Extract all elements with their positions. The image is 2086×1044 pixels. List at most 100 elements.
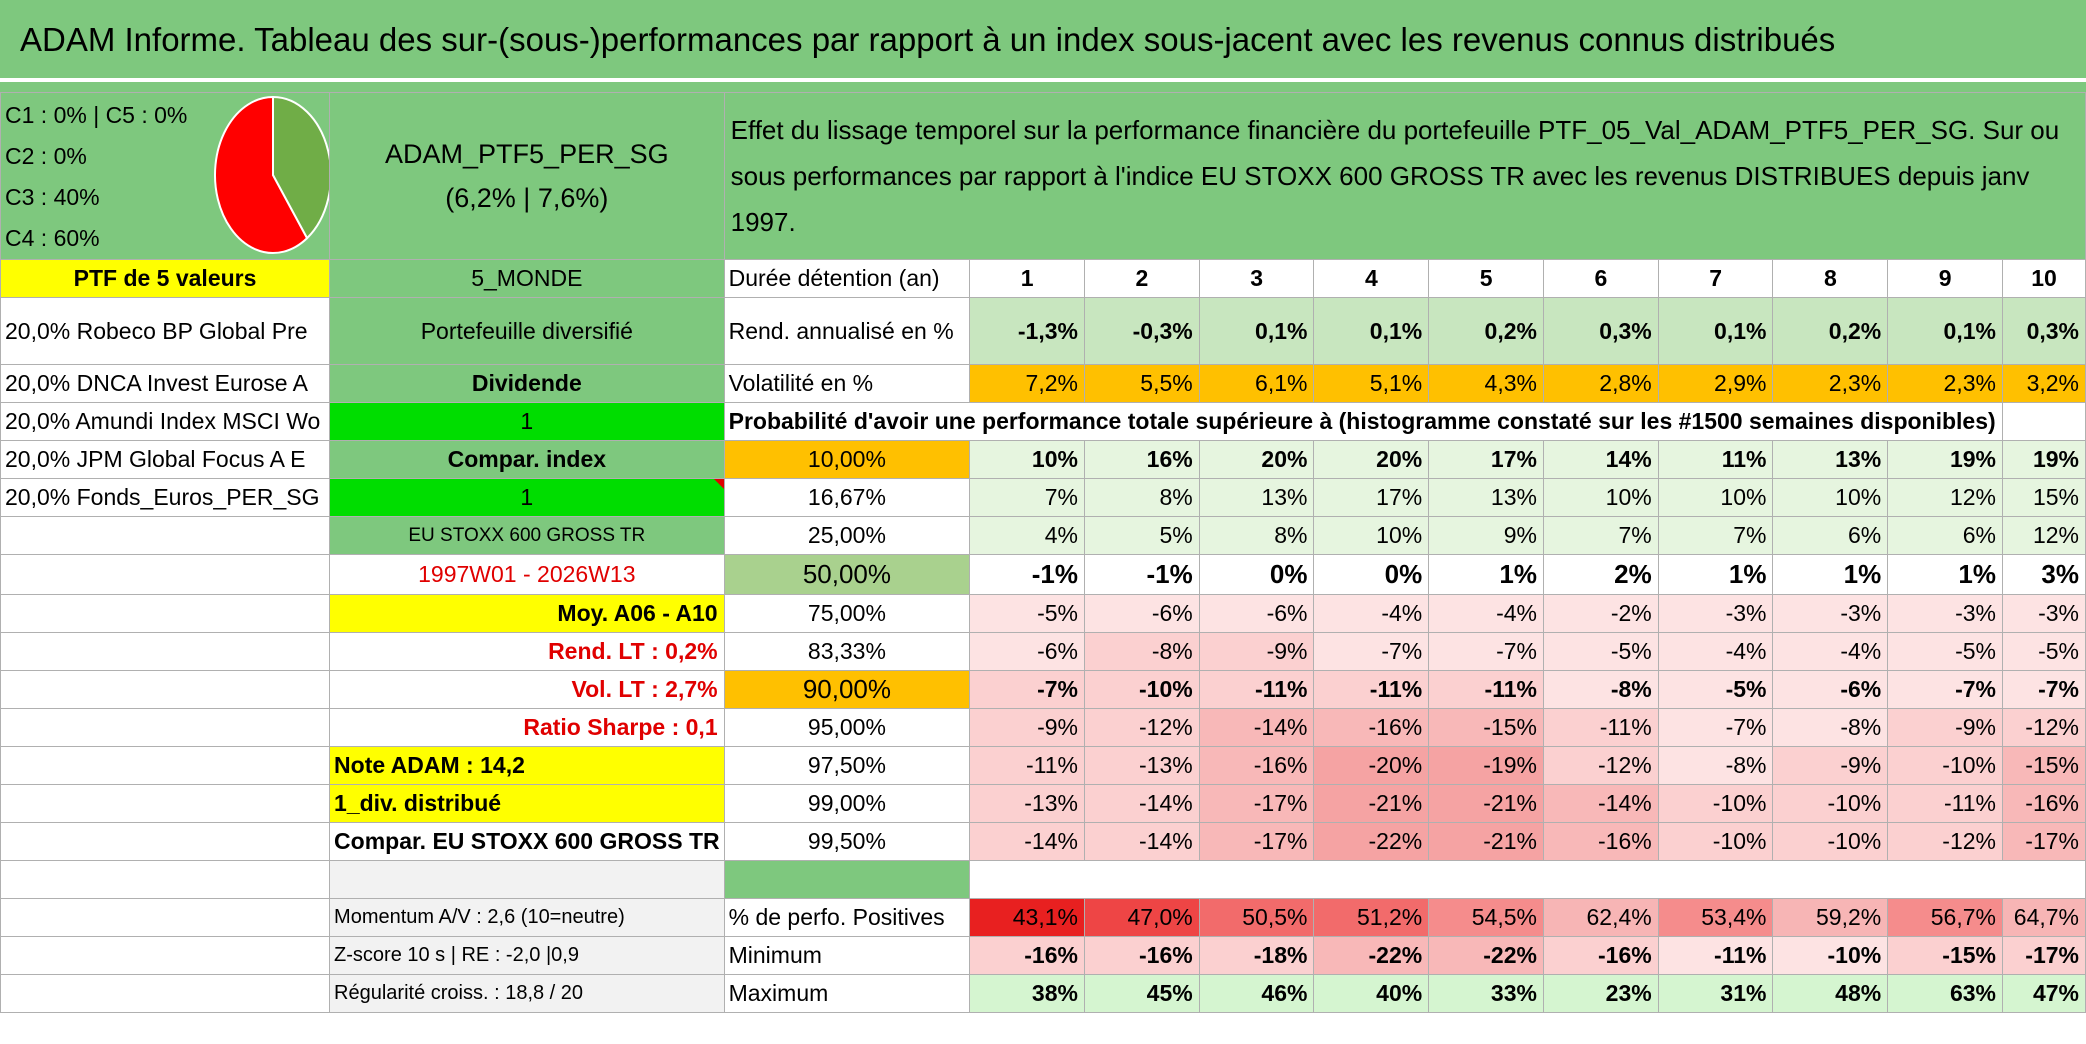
q-cell: 16% bbox=[1083, 440, 1200, 479]
q-cell: 11% bbox=[1657, 440, 1774, 479]
q-cell: -8% bbox=[1772, 708, 1889, 747]
q-cell: 8% bbox=[1198, 516, 1315, 555]
q-cell: -7% bbox=[1657, 708, 1774, 747]
q-cell: -10% bbox=[1657, 822, 1774, 861]
rend-cell: 0,3% bbox=[1542, 297, 1659, 365]
q-cell: 10% bbox=[1657, 478, 1774, 517]
comment-marker bbox=[713, 479, 724, 489]
year-10: 10 bbox=[2001, 259, 2086, 298]
empty-cell bbox=[0, 516, 331, 555]
q-cell: 9% bbox=[1428, 516, 1544, 555]
q-cell: -11% bbox=[1887, 784, 2003, 823]
pos-cell: 59,2% bbox=[1772, 898, 1889, 937]
q-cell: -12% bbox=[1887, 822, 2003, 861]
q-cell: 10% bbox=[1313, 516, 1430, 555]
q-cell: -14% bbox=[1542, 784, 1659, 823]
q-cell: -17% bbox=[1198, 784, 1315, 823]
description: Effet du lissage temporel sur la perform… bbox=[723, 92, 2086, 260]
q-cell: -13% bbox=[1083, 746, 1200, 785]
pos-cell: 53,4% bbox=[1657, 898, 1774, 937]
year-7: 7 bbox=[1657, 259, 1774, 298]
min-cell: -10% bbox=[1772, 936, 1889, 975]
q-cell: -11% bbox=[969, 746, 1085, 785]
q-cell: -11% bbox=[1542, 708, 1659, 747]
rend-cell: 0,1% bbox=[1198, 297, 1315, 365]
pos-cell: 64,7% bbox=[2001, 898, 2086, 937]
quantile-label: 25,00% bbox=[723, 516, 971, 555]
q-cell: 19% bbox=[2001, 440, 2086, 479]
rend-label: Rend. annualisé en % bbox=[723, 297, 971, 365]
legend-c2: C2 : 0% bbox=[5, 143, 87, 169]
quantile-label: 10,00% bbox=[723, 440, 971, 479]
quantile-label: 90,00% bbox=[723, 670, 971, 709]
pos-cell: 56,7% bbox=[1887, 898, 2003, 937]
dividende-label: Dividende bbox=[329, 364, 725, 403]
q-cell: 15% bbox=[2001, 478, 2086, 517]
q-cell: -11% bbox=[1198, 670, 1315, 709]
max-cell: 23% bbox=[1542, 974, 1659, 1013]
q-cell: -20% bbox=[1313, 746, 1430, 785]
q-cell: -2% bbox=[1542, 594, 1659, 633]
max-cell: 38% bbox=[969, 974, 1085, 1013]
max-cell: 33% bbox=[1428, 974, 1544, 1013]
quantile-label: 83,33% bbox=[723, 632, 971, 671]
zone-label: 5_MONDE bbox=[329, 259, 725, 298]
note-label: Note ADAM : 14,2 bbox=[329, 746, 725, 785]
allocation-legend-cell: C1 : 0% | C5 : 0% C2 : 0% C3 : 40% C4 : … bbox=[0, 92, 331, 260]
q-cell: -17% bbox=[1198, 822, 1315, 861]
compar-index-label: Compar. index bbox=[329, 440, 725, 479]
regularite-label: Régularité croiss. : 18,8 / 20 bbox=[329, 974, 725, 1013]
q-cell: -4% bbox=[1428, 594, 1544, 633]
vol-cell: 2,3% bbox=[1772, 364, 1889, 403]
q-cell: -4% bbox=[1657, 632, 1774, 671]
quantile-label: 97,50% bbox=[723, 746, 971, 785]
max-cell: 40% bbox=[1313, 974, 1430, 1013]
performance-table: C1 : 0% | C5 : 0% C2 : 0% C3 : 40% C4 : … bbox=[0, 92, 2086, 1013]
year-5: 5 bbox=[1428, 259, 1544, 298]
q-cell: -6% bbox=[1198, 594, 1315, 633]
vol-cell: 2,3% bbox=[1887, 364, 2003, 403]
q-cell: -15% bbox=[2001, 746, 2086, 785]
q-cell: -19% bbox=[1428, 746, 1544, 785]
q-cell: -7% bbox=[1313, 632, 1430, 671]
quantile-label: 16,67% bbox=[723, 478, 971, 517]
q-cell: -11% bbox=[1313, 670, 1430, 709]
q-cell: -10% bbox=[1887, 746, 2003, 785]
year-9: 9 bbox=[1887, 259, 2003, 298]
val2-cell[interactable]: 1 bbox=[329, 478, 725, 517]
q-cell: -22% bbox=[1313, 822, 1430, 861]
quantile-label: 95,00% bbox=[723, 708, 971, 747]
q-cell: -7% bbox=[1887, 670, 2003, 709]
val1-cell[interactable]: 1 bbox=[329, 402, 725, 441]
legend-c1-c5: C1 : 0% | C5 : 0% bbox=[5, 102, 188, 128]
q-cell: -16% bbox=[1198, 746, 1315, 785]
q-cell: -21% bbox=[1428, 784, 1544, 823]
portfolio-name: ADAM_PTF5_PER_SG bbox=[385, 139, 669, 169]
holding-5: 20,0% Fonds_Euros_PER_SG bbox=[0, 478, 331, 517]
div-label: 1_div. distribué bbox=[329, 784, 725, 823]
q-cell: -9% bbox=[1198, 632, 1315, 671]
vol-label: Volatilité en % bbox=[723, 364, 971, 403]
q-cell: -3% bbox=[1657, 594, 1774, 633]
vol-cell: 3,2% bbox=[2001, 364, 2086, 403]
q-cell: 20% bbox=[1198, 440, 1315, 479]
q-cell: 14% bbox=[1542, 440, 1659, 479]
q-cell: -6% bbox=[1772, 670, 1889, 709]
empty-cell bbox=[0, 936, 331, 975]
q-cell: 1% bbox=[1887, 554, 2003, 595]
year-6: 6 bbox=[1542, 259, 1659, 298]
val2: 1 bbox=[520, 484, 534, 510]
moy-label: Moy. A06 - A10 bbox=[329, 594, 725, 633]
q-cell: -14% bbox=[969, 822, 1085, 861]
allocation-pie-chart bbox=[214, 95, 329, 254]
compar-label: Compar. EU STOXX 600 GROSS TR bbox=[329, 822, 725, 861]
pos-cell: 47,0% bbox=[1083, 898, 1200, 937]
q-cell: 0% bbox=[1313, 554, 1430, 595]
q-cell: -15% bbox=[1428, 708, 1544, 747]
empty-cell bbox=[0, 670, 331, 709]
q-cell: 17% bbox=[1428, 440, 1544, 479]
max-cell: 63% bbox=[1887, 974, 2003, 1013]
empty-cell bbox=[0, 784, 331, 823]
q-cell: 5% bbox=[1083, 516, 1200, 555]
index-label: EU STOXX 600 GROSS TR bbox=[329, 516, 725, 555]
